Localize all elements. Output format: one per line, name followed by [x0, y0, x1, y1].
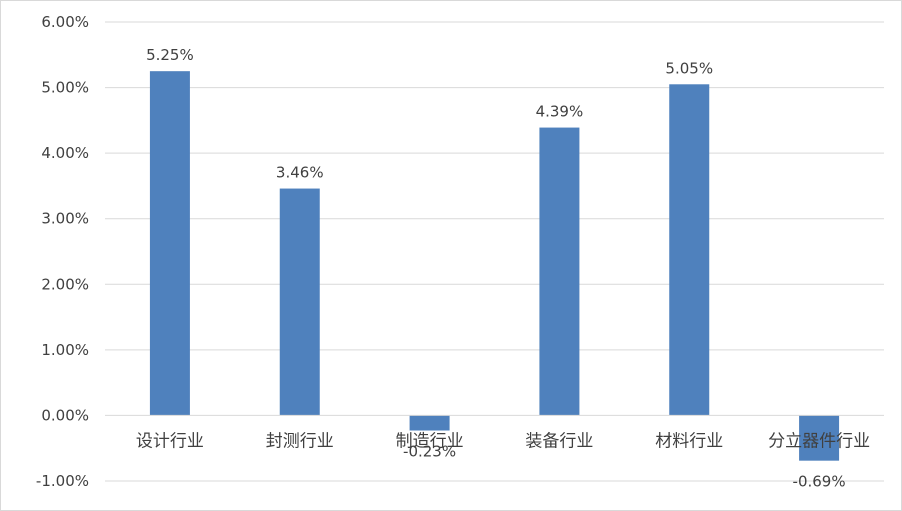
category-label: 制造行业	[396, 431, 464, 451]
data-label: 5.25%	[146, 46, 194, 64]
data-label: 3.46%	[276, 164, 324, 182]
y-tick-label: 4.00%	[41, 144, 89, 162]
y-tick-label: -1.00%	[36, 472, 89, 490]
bars	[149, 71, 840, 461]
category-labels: 设计行业 封测行业 制造行业 装备行业 材料行业 分立器件行业	[136, 431, 870, 451]
category-label: 材料行业	[655, 431, 723, 451]
bar-6	[799, 415, 840, 461]
data-label: 4.39%	[536, 103, 584, 121]
data-labels: 5.25% 3.46% -0.23% 4.39% 5.05% -0.69%	[146, 46, 846, 490]
bar-3	[409, 415, 450, 431]
y-axis-tick-labels: -1.00% 0.00% 1.00% 2.00% 3.00% 4.00% 5.00% 6.00…	[36, 13, 89, 490]
y-tick-label: 6.00%	[41, 13, 89, 31]
y-tick-label: 5.00%	[41, 79, 89, 97]
bar-2	[279, 188, 320, 416]
y-tick-label: 1.00%	[41, 341, 89, 359]
data-label: -0.23%	[403, 443, 456, 461]
bar-5	[669, 84, 710, 416]
gridlines	[105, 21, 884, 482]
bar-1	[149, 71, 190, 416]
data-label: 5.05%	[665, 59, 713, 77]
y-tick-label: 3.00%	[41, 210, 89, 228]
y-tick-label: 0.00%	[41, 406, 89, 424]
y-tick-label: 2.00%	[41, 275, 89, 293]
data-label: -0.69%	[793, 473, 846, 491]
category-label: 分立器件行业	[768, 431, 870, 451]
category-label: 设计行业	[136, 431, 204, 451]
bar-4	[539, 127, 580, 416]
category-label: 装备行业	[525, 431, 593, 451]
category-label: 封测行业	[266, 431, 334, 451]
